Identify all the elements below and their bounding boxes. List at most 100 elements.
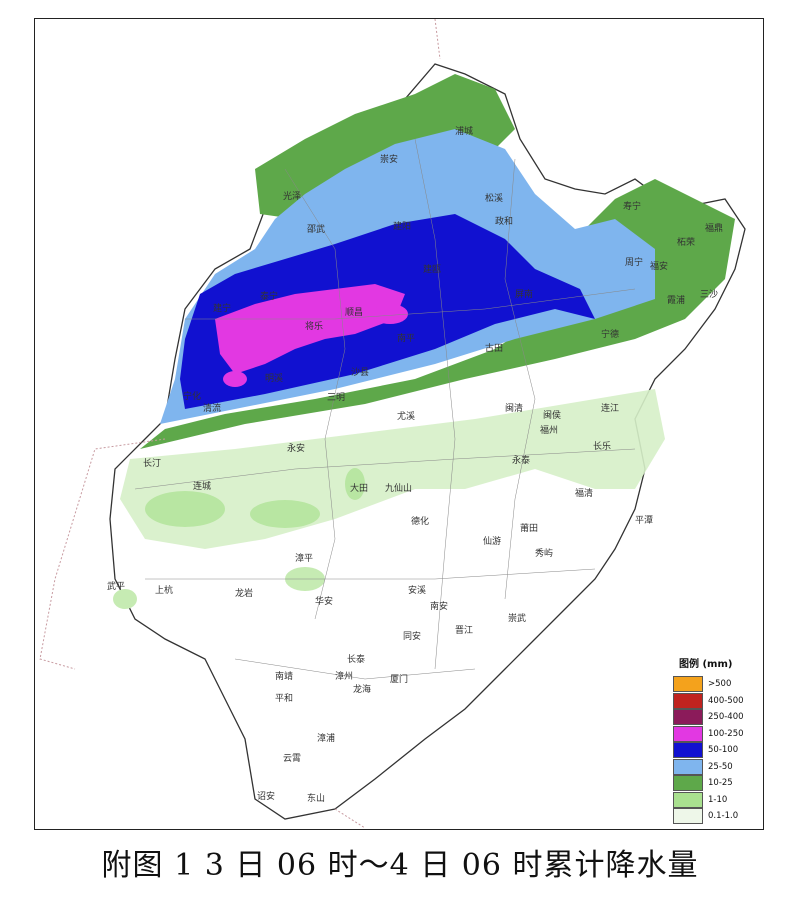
map-frame: 浦城 崇安 光泽 邵武 建阳 松溪 政和 寿宁 柘荣 福鼎 周宁 福安 霞浦 三… xyxy=(34,18,764,830)
legend-item: 25-50 xyxy=(673,758,759,776)
rain-100-250-patch xyxy=(372,304,408,324)
city-label: 秀屿 xyxy=(535,547,553,559)
legend-swatch xyxy=(673,775,703,792)
rain-10-25-north xyxy=(255,74,515,219)
city-label: 德化 xyxy=(411,515,429,527)
city-label: 南安 xyxy=(430,600,448,612)
city-label: 光泽 xyxy=(283,190,301,202)
legend-label: 10-25 xyxy=(708,778,733,789)
city-label: 同安 xyxy=(403,630,421,642)
city-label: 长汀 xyxy=(143,457,161,469)
legend-item: 1-10 xyxy=(673,791,759,809)
legend-swatch xyxy=(673,808,703,825)
city-label: 崇武 xyxy=(508,612,526,624)
city-label: 莆田 xyxy=(520,522,538,534)
city-label: 泰宁 xyxy=(260,290,278,302)
city-label: 建宁 xyxy=(213,302,231,314)
city-label: 厦门 xyxy=(390,673,408,685)
city-labels: 浦城 崇安 光泽 邵武 建阳 松溪 政和 寿宁 柘荣 福鼎 周宁 福安 霞浦 三… xyxy=(107,125,723,804)
city-label: 三明 xyxy=(327,392,345,403)
city-label: 周宁 xyxy=(625,256,643,268)
city-label: 屏南 xyxy=(515,288,533,300)
city-label: 连江 xyxy=(601,402,619,414)
city-label: 浦城 xyxy=(455,125,473,137)
city-label: 云霄 xyxy=(283,753,301,764)
figure-caption: 附图 1 3 日 06 时～4 日 06 时累计降水量 xyxy=(101,848,699,883)
city-label: 诏安 xyxy=(257,790,275,802)
city-label: 宁德 xyxy=(601,328,619,340)
rain-1-10-patch xyxy=(250,500,320,528)
city-label: 邵武 xyxy=(307,223,325,235)
city-label: 永安 xyxy=(287,442,305,454)
county-boundaries xyxy=(134,138,636,680)
legend-label: 50-100 xyxy=(708,745,739,756)
city-label: 将乐 xyxy=(305,320,323,332)
legend-title: 图例 (mm) xyxy=(679,659,733,670)
legend-swatch xyxy=(673,692,703,709)
city-label: 闽清 xyxy=(505,402,523,414)
city-label: 建阳 xyxy=(393,220,411,232)
rain-100-250 xyxy=(215,284,405,374)
city-label: 华安 xyxy=(315,595,333,607)
city-label: 漳浦 xyxy=(317,732,335,744)
legend-item: >500 xyxy=(673,676,759,693)
city-label: 清流 xyxy=(203,402,221,414)
legend-swatch xyxy=(673,709,703,726)
city-label: 福安 xyxy=(650,260,668,272)
city-label: 平潭 xyxy=(635,515,653,526)
city-label: 东山 xyxy=(307,792,325,804)
city-label: 三沙 xyxy=(700,289,718,300)
city-label: 永泰 xyxy=(512,454,530,466)
legend-item: 50-100 xyxy=(673,742,759,759)
legend-label: 1-10 xyxy=(708,794,728,805)
rain-1-10-patch xyxy=(145,491,225,527)
legend-swatch xyxy=(673,676,703,693)
rain-1-10-patch xyxy=(113,589,137,609)
precipitation-map: 浦城 崇安 光泽 邵武 建阳 松溪 政和 寿宁 柘荣 福鼎 周宁 福安 霞浦 三… xyxy=(39,19,746,828)
city-label: 晋江 xyxy=(455,625,473,636)
legend-item: 400-500 xyxy=(673,692,759,710)
legend-item: 0.1-1.0 xyxy=(673,808,759,825)
legend-label: 25-50 xyxy=(708,761,733,772)
legend-swatch xyxy=(673,791,703,808)
legend-item: 250-400 xyxy=(673,709,759,726)
city-label: 建瓯 xyxy=(423,263,441,275)
city-label: 龙海 xyxy=(353,683,371,695)
legend-swatch xyxy=(673,758,703,775)
rain-1-10-patch xyxy=(345,468,365,500)
city-label: 南靖 xyxy=(275,670,293,682)
legend-rows: >500 400-500 250-400 100-250 50-100 25-50 10-2… xyxy=(673,676,759,825)
city-label: 安溪 xyxy=(408,584,426,596)
city-label: 南平 xyxy=(397,332,415,344)
city-label: 寿宁 xyxy=(623,200,641,212)
city-label: 顺昌 xyxy=(345,307,363,318)
city-label: 福州 xyxy=(540,424,558,436)
city-label: 霞浦 xyxy=(667,294,685,306)
legend-label: 100-250 xyxy=(708,728,744,739)
city-label: 武平 xyxy=(107,580,125,592)
legend-label: 0.1-1.0 xyxy=(708,811,739,822)
legend-label: >500 xyxy=(708,679,732,690)
city-label: 闽侯 xyxy=(543,409,561,421)
city-label: 平和 xyxy=(275,693,293,704)
city-label: 尤溪 xyxy=(397,410,415,422)
city-label: 长泰 xyxy=(347,653,365,665)
city-label: 九仙山 xyxy=(385,482,412,494)
city-label: 福鼎 xyxy=(705,222,723,234)
legend-swatch xyxy=(673,742,703,759)
city-label: 政和 xyxy=(495,215,513,227)
city-label: 长乐 xyxy=(593,440,611,452)
rain-100-250-patch xyxy=(223,371,247,387)
city-label: 柘荣 xyxy=(677,236,695,248)
city-label: 连城 xyxy=(193,480,211,492)
neighbor-border xyxy=(39,19,441,828)
legend: 图例 (mm) >500 400-500 250-400 100-250 50-100 2… xyxy=(673,655,759,825)
city-label: 崇安 xyxy=(380,153,398,165)
city-label: 松溪 xyxy=(485,192,503,204)
city-label: 明溪 xyxy=(265,372,283,384)
city-label: 龙岩 xyxy=(235,587,253,599)
legend-label: 400-500 xyxy=(708,695,744,706)
city-label: 仙游 xyxy=(483,535,501,547)
legend-swatch xyxy=(673,725,703,742)
city-label: 漳州 xyxy=(335,670,353,682)
